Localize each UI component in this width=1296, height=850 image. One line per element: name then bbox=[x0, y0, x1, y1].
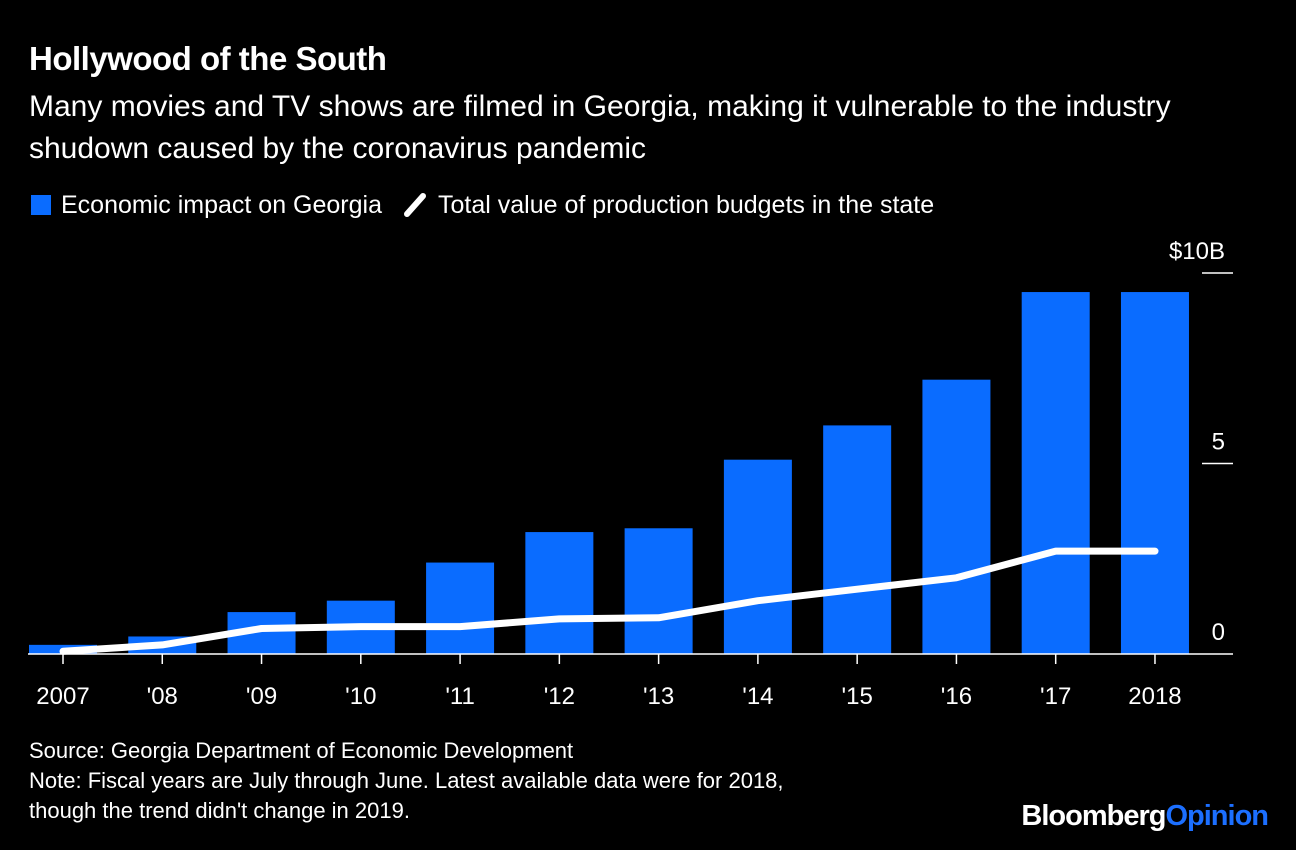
x-tick-label-6: '13 bbox=[643, 683, 674, 710]
bar-11 bbox=[1120, 292, 1189, 654]
legend-line-label: Total value of production budgets in the… bbox=[437, 190, 935, 219]
x-tick-label-9: '16 bbox=[941, 683, 972, 710]
x-tick-label-4: '11 bbox=[445, 683, 475, 710]
x-tick-label-2: '09 bbox=[246, 683, 277, 710]
y-tick-label-1: 5 bbox=[1212, 429, 1225, 456]
note-text-line-2: though the trend didn't change in 2019. bbox=[29, 798, 410, 823]
legend-bar-swatch bbox=[31, 195, 51, 215]
chart-title: Hollywood of the South bbox=[29, 40, 387, 77]
bar-9 bbox=[922, 379, 991, 654]
x-tick-label-5: '12 bbox=[544, 683, 575, 710]
x-tick-label-0: 2007 bbox=[36, 683, 89, 710]
legend-item-economic-impact: Economic impact on Georgia bbox=[31, 191, 382, 220]
bloomberg-opinion-logo: BloombergOpinion bbox=[1021, 800, 1269, 833]
note-text-line-1: Note: Fiscal years are July through June… bbox=[29, 768, 784, 793]
legend-line-swatch bbox=[403, 193, 426, 217]
legend-item-production-budgets: Total value of production budgets in the… bbox=[382, 190, 934, 220]
x-tick-label-3: '10 bbox=[345, 683, 376, 710]
source-text: Source: Georgia Department of Economic D… bbox=[29, 738, 574, 763]
bar-4 bbox=[426, 562, 495, 654]
x-tick-label-7: '14 bbox=[742, 683, 773, 710]
bar-8 bbox=[823, 425, 892, 654]
logo-part-opinion: Opinion bbox=[1165, 800, 1269, 832]
line-series-production-budgets bbox=[59, 547, 1159, 655]
chart-area: 2007 '08 '09 '10 '11 '12 '13 '14 '15 '16 '17 2018 0 5… bbox=[28, 238, 1233, 710]
legend: Economic impact on Georgia Total value o… bbox=[31, 190, 934, 220]
bar-10 bbox=[1021, 292, 1090, 654]
legend-bar-label: Economic impact on Georgia bbox=[61, 190, 382, 219]
y-tick-label-0: 0 bbox=[1212, 619, 1225, 646]
bar-6 bbox=[624, 528, 693, 654]
y-tick-label-2: $10B bbox=[1169, 238, 1225, 265]
x-tick-label-10: '17 bbox=[1040, 683, 1071, 710]
logo-part-bloomberg: Bloomberg bbox=[1021, 800, 1166, 832]
x-tick-label-11: 2018 bbox=[1128, 683, 1181, 710]
chart-footer: Source: Georgia Department of Economic D… bbox=[29, 736, 784, 826]
chart-subtitle: Many movies and TV shows are filmed in G… bbox=[29, 90, 1171, 165]
bar-5 bbox=[525, 532, 594, 654]
bar-7 bbox=[723, 459, 792, 654]
x-tick-label-8: '15 bbox=[842, 683, 873, 710]
x-tick-label-1: '08 bbox=[147, 683, 178, 710]
